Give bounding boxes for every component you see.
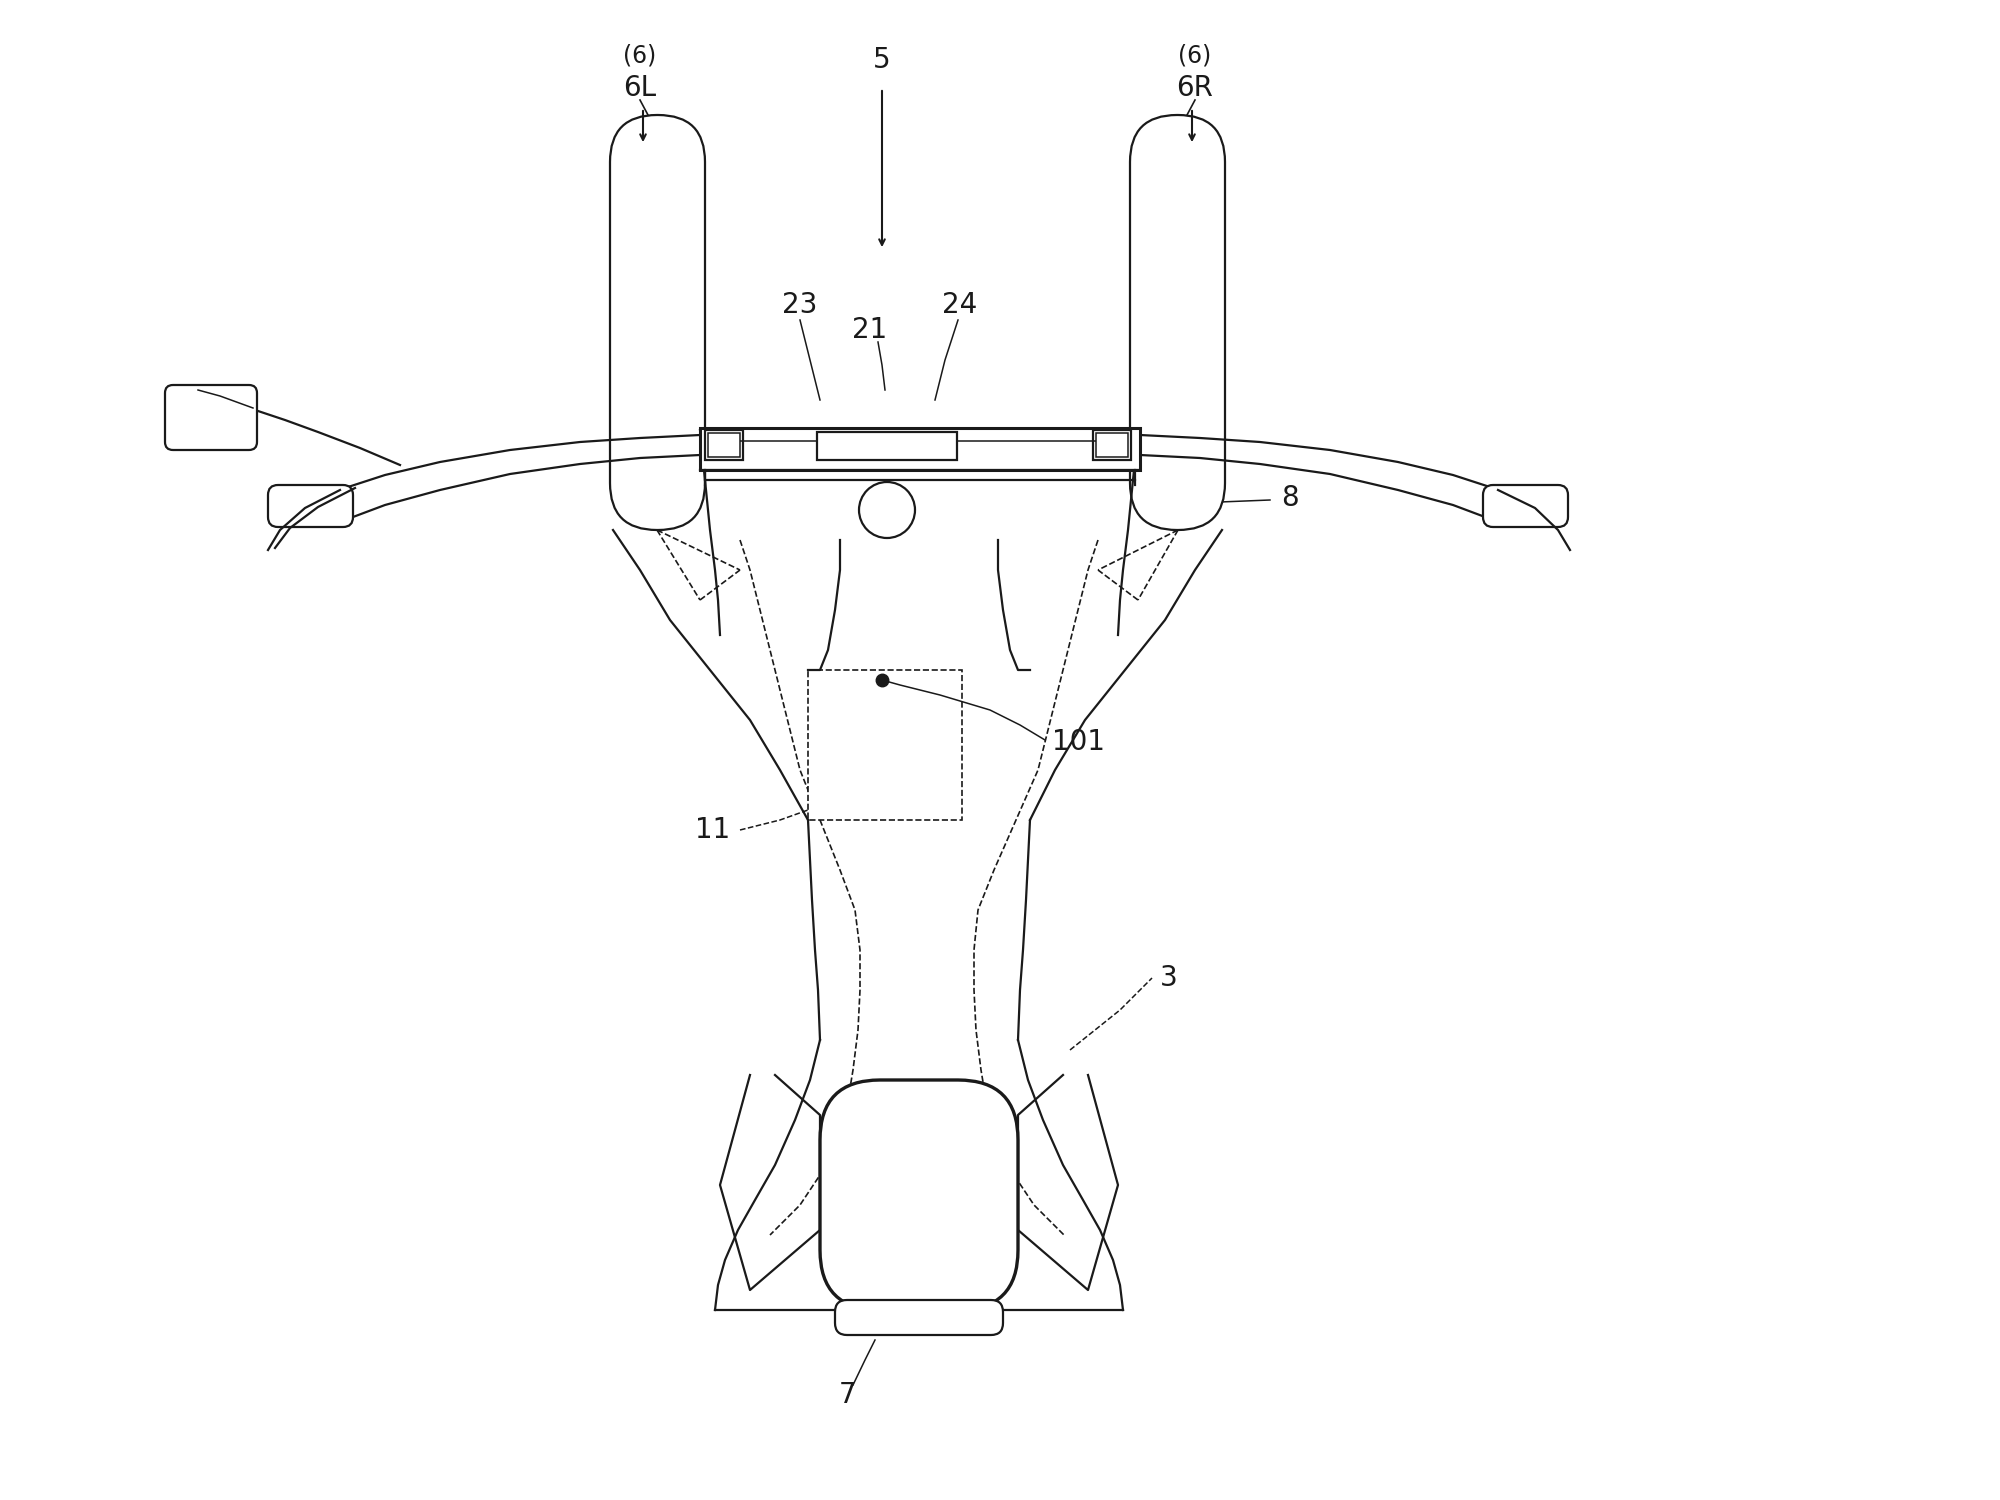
Bar [708,433,740,457]
Text: (6): (6) [624,44,656,68]
Text: 23: 23 [782,291,818,320]
Bar [1096,433,1128,457]
Bar [704,430,744,460]
Text: (6): (6) [1178,44,1212,68]
FancyBboxPatch shape [836,1300,1004,1335]
Text: 8: 8 [1282,484,1298,512]
Text: 5: 5 [874,46,890,74]
Bar [1092,430,1132,460]
Text: 11: 11 [694,816,730,844]
FancyBboxPatch shape [1484,484,1568,526]
Text: 21: 21 [852,316,888,344]
Text: 7: 7 [840,1382,856,1408]
FancyBboxPatch shape [268,484,352,526]
Text: 6L: 6L [624,74,656,102]
Text: 101: 101 [1052,728,1104,756]
FancyBboxPatch shape [820,1080,1018,1310]
Bar [700,427,1140,470]
Bar [818,432,958,460]
FancyBboxPatch shape [164,386,256,450]
Text: 6R: 6R [1176,74,1214,102]
FancyBboxPatch shape [1130,116,1224,530]
Text: 24: 24 [942,291,978,320]
FancyBboxPatch shape [610,116,704,530]
Text: 3: 3 [1160,964,1178,992]
Bar [808,670,962,820]
